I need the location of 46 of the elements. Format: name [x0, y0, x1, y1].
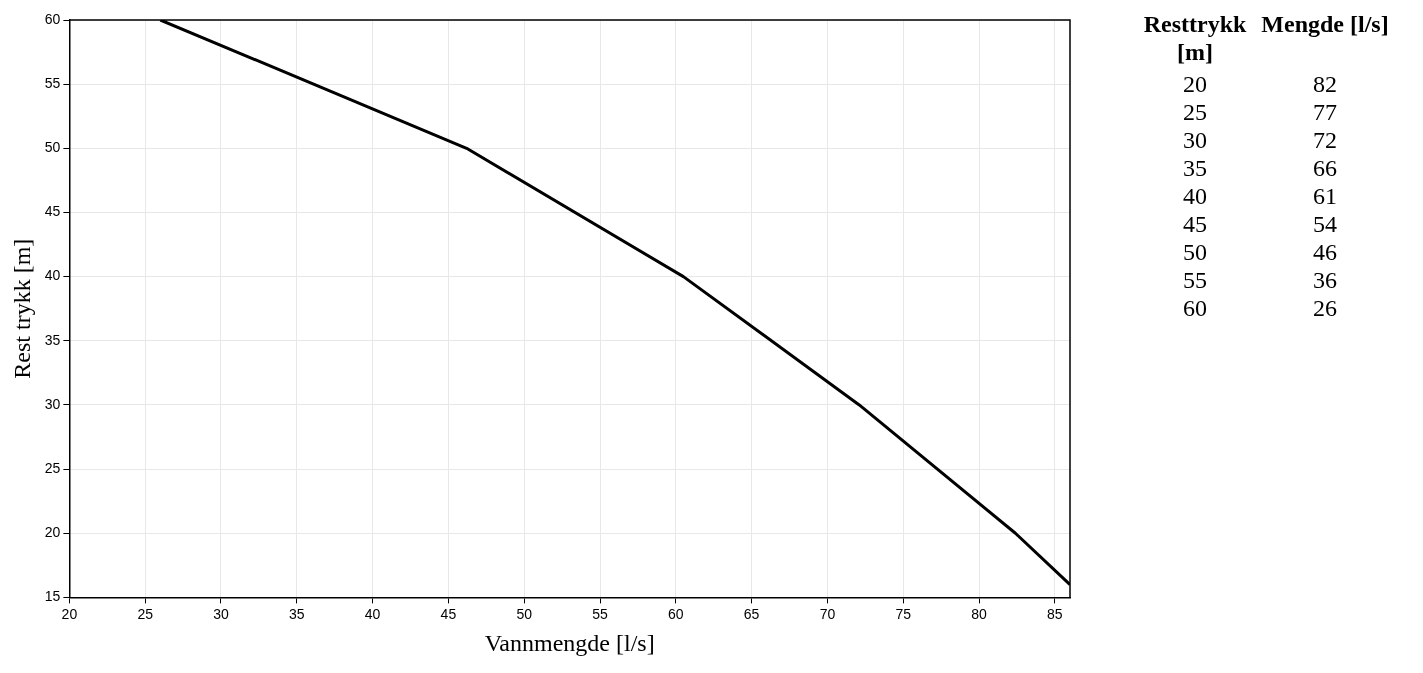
text: Mengde [l/s] — [1261, 11, 1389, 37]
x-axis-title: Vannmengde [l/s] — [484, 629, 655, 656]
text: 35 — [1183, 155, 1207, 181]
y-tick-label: 45 — [44, 203, 61, 220]
y-tick-label: 50 — [44, 139, 61, 156]
text: 66 — [1313, 155, 1337, 181]
x-tick-label: 40 — [364, 605, 381, 622]
text: 60 — [1183, 295, 1207, 321]
x-tick-label: 25 — [137, 605, 154, 622]
x-tick-label: 30 — [213, 605, 229, 622]
text: 30 — [1183, 127, 1207, 153]
x-tick-label: 65 — [743, 605, 760, 622]
x-tick-label: 45 — [440, 605, 457, 622]
x-tick-label: 55 — [592, 605, 609, 622]
y-tick-label: 40 — [44, 267, 61, 284]
text: Resttrykk [m] — [1143, 11, 1247, 65]
x-tick-label: 60 — [668, 605, 684, 622]
x-tick-label: 70 — [819, 605, 836, 622]
y-tick-label: 30 — [44, 395, 61, 412]
y-tick-label: 15 — [44, 588, 61, 605]
x-tick-label: 20 — [61, 605, 78, 622]
x-tick-label: 80 — [971, 605, 988, 622]
text: 61 — [1313, 183, 1337, 209]
y-tick-label: 35 — [44, 331, 61, 348]
text: 55 — [1183, 267, 1207, 293]
y-tick-label: 20 — [44, 524, 61, 541]
y-tick-label: 25 — [44, 459, 61, 476]
text: 25 — [1183, 99, 1207, 125]
y-tick-label: 60 — [44, 10, 61, 27]
text: 36 — [1313, 267, 1337, 293]
text: 50 — [1183, 239, 1207, 265]
text: 26 — [1313, 295, 1337, 321]
text: 77 — [1313, 99, 1337, 125]
x-tick-label: 85 — [1047, 605, 1063, 622]
text: 82 — [1313, 71, 1337, 97]
text: 45 — [1183, 211, 1207, 237]
text: 46 — [1313, 239, 1337, 265]
x-tick-label: 35 — [289, 605, 305, 622]
x-tick-label: 75 — [895, 605, 912, 622]
text: 20 — [1183, 71, 1207, 97]
y-tick-label: 55 — [44, 75, 61, 92]
text: 54 — [1313, 211, 1337, 237]
text: 40 — [1183, 183, 1207, 209]
x-tick-label: 50 — [516, 605, 533, 622]
text: 72 — [1313, 127, 1337, 153]
y-axis-title: Rest trykk [m] — [8, 238, 35, 379]
